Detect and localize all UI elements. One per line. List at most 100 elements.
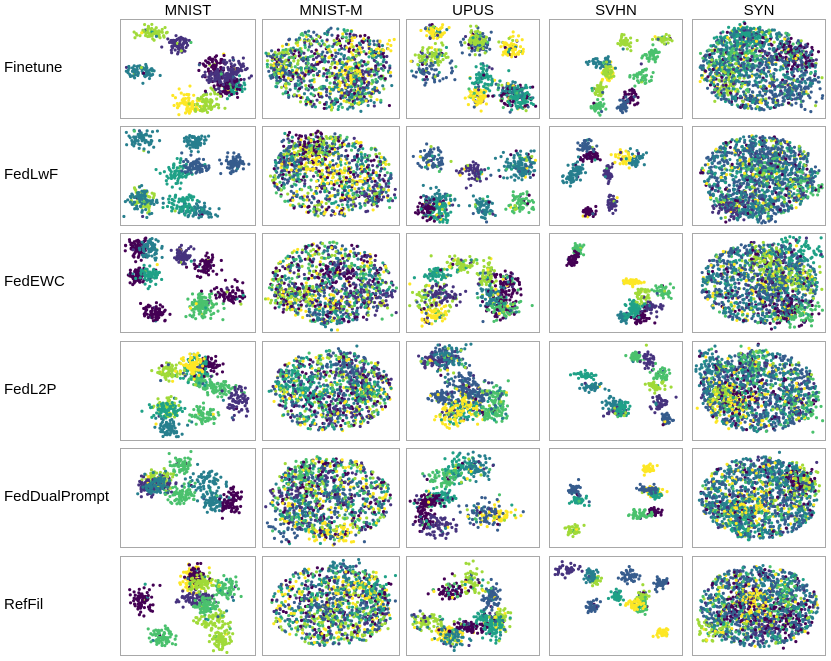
scatter-point xyxy=(130,142,134,146)
scatter-point xyxy=(438,79,442,83)
scatter-point xyxy=(442,53,446,57)
scatter-point xyxy=(163,25,167,30)
scatter-point xyxy=(748,93,752,98)
scatter-point xyxy=(192,93,196,97)
scatter-point xyxy=(792,78,796,82)
scatter-point xyxy=(340,46,344,50)
scatter-point xyxy=(776,99,780,103)
scatter-point xyxy=(505,93,509,97)
scatter-point xyxy=(337,48,341,52)
scatter-point xyxy=(467,87,471,91)
scatter-point xyxy=(510,52,514,56)
scatter-point xyxy=(529,97,534,101)
scatter-point xyxy=(328,55,332,59)
scatter-point xyxy=(342,57,346,61)
scatter-point xyxy=(428,23,432,27)
scatter-point xyxy=(425,77,429,81)
scatter-point xyxy=(190,198,194,202)
scatter-point xyxy=(501,105,505,110)
scatter-point xyxy=(222,66,226,70)
scatter-point xyxy=(389,43,393,48)
scatter-point xyxy=(721,30,725,34)
scatter-point xyxy=(311,54,315,58)
scatter-point xyxy=(620,32,624,36)
scatter-point xyxy=(371,50,375,54)
scatter-point xyxy=(787,33,791,37)
scatter-point xyxy=(142,29,146,33)
scatter-point xyxy=(729,79,733,83)
scatter-point xyxy=(343,94,347,98)
scatter-point xyxy=(724,83,728,87)
scatter-point xyxy=(205,168,209,172)
scatter-point xyxy=(351,53,355,57)
scatter-point xyxy=(519,95,523,99)
scatter-point xyxy=(230,81,234,85)
scatter-point xyxy=(497,86,501,90)
scatter-point xyxy=(744,94,748,98)
scatter-point xyxy=(332,102,336,106)
scatter-point xyxy=(795,54,800,58)
scatter-point xyxy=(441,23,445,27)
scatter-point xyxy=(799,52,803,56)
scatter-point xyxy=(760,62,764,66)
scatter-point xyxy=(500,83,504,87)
scatter-point xyxy=(279,85,284,89)
scatter-plot xyxy=(124,22,253,117)
scatter-point xyxy=(715,35,719,39)
scatter-point xyxy=(195,158,199,162)
scatter-point xyxy=(362,95,366,99)
scatter-point xyxy=(223,106,227,110)
scatter-point xyxy=(173,96,178,100)
scatter-point xyxy=(617,105,621,109)
scatter-point xyxy=(203,89,208,93)
scatter-point xyxy=(183,170,187,174)
scatter-point xyxy=(655,55,660,59)
scatter-point xyxy=(236,95,240,99)
scatter-point xyxy=(804,61,808,65)
scatter-point xyxy=(778,35,782,39)
scatter-point xyxy=(809,78,813,83)
scatter-point xyxy=(490,67,494,71)
tsne-panel xyxy=(120,19,256,119)
scatter-point xyxy=(633,84,637,88)
scatter-point xyxy=(360,64,364,68)
scatter-point xyxy=(667,37,672,41)
scatter-point xyxy=(133,141,137,145)
scatter-point xyxy=(353,101,357,105)
scatter-point xyxy=(345,28,350,33)
scatter-point xyxy=(708,72,712,76)
scatter-point xyxy=(712,83,716,87)
scatter-point xyxy=(431,28,435,32)
scatter-point xyxy=(726,78,731,82)
scatter-point xyxy=(181,98,185,102)
scatter-point xyxy=(284,82,288,86)
scatter-point xyxy=(181,46,185,50)
scatter-point xyxy=(521,50,525,54)
scatter-point xyxy=(356,90,360,95)
scatter-point xyxy=(309,83,313,87)
scatter-point xyxy=(469,93,473,97)
scatter-point xyxy=(338,68,342,73)
scatter-point xyxy=(303,73,307,77)
scatter-point xyxy=(178,208,182,212)
scatter-point xyxy=(207,215,211,219)
scatter-point xyxy=(272,68,276,72)
scatter-point xyxy=(445,28,449,32)
scatter-point xyxy=(226,87,230,91)
scatter-point xyxy=(372,73,377,77)
scatter-point xyxy=(361,72,365,76)
scatter-point xyxy=(177,36,182,40)
scatter-point xyxy=(372,39,376,43)
scatter-point xyxy=(300,32,304,36)
scatter-point xyxy=(147,134,151,138)
scatter-point xyxy=(764,35,768,39)
scatter-point xyxy=(144,64,148,68)
scatter-point xyxy=(430,50,434,55)
scatter-point xyxy=(301,71,305,75)
scatter-point xyxy=(366,70,370,74)
scatter-point xyxy=(790,82,794,86)
scatter-point xyxy=(355,44,359,48)
scatter-point xyxy=(502,50,506,54)
scatter-point xyxy=(433,60,437,65)
scatter-point xyxy=(762,66,766,70)
